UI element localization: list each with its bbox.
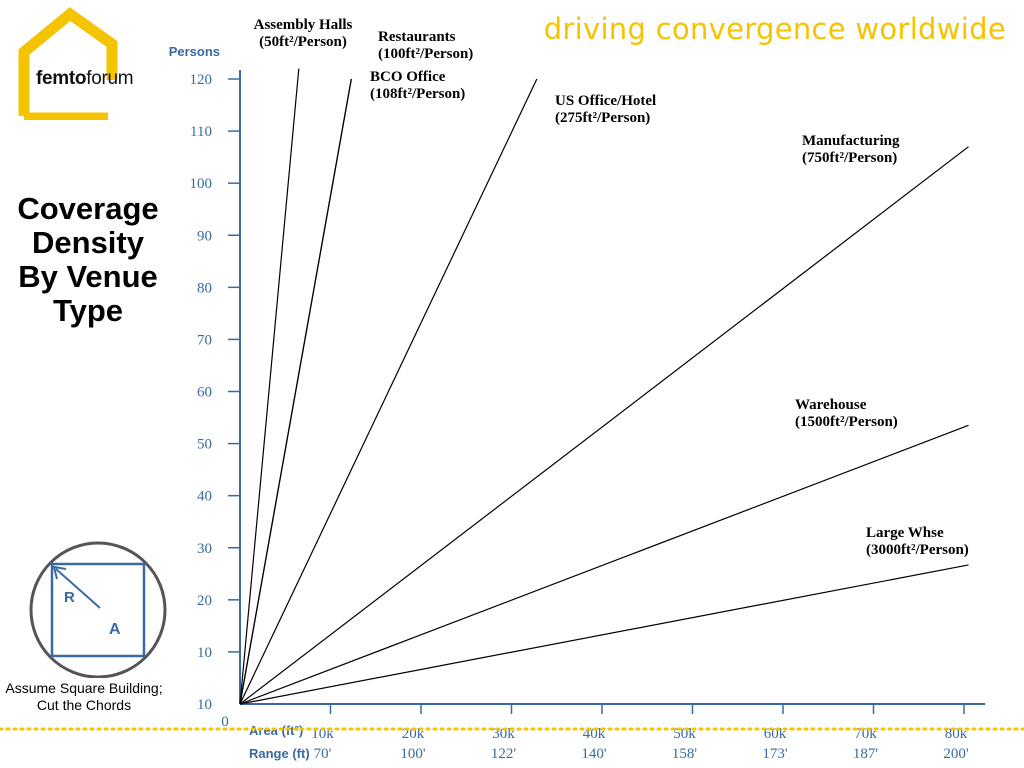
y-tick-label: 30 xyxy=(197,541,212,557)
y-tick-label: 90 xyxy=(197,228,212,244)
x-axis-title: Area (ft²) xyxy=(249,723,303,738)
series-label-line2: (108ft²/Person) xyxy=(370,86,465,102)
logo-wordmark: femtoforum xyxy=(36,68,134,90)
x-range-label: 173' xyxy=(762,746,788,762)
diagram-caption: Assume Square Building; Cut the Chords xyxy=(5,680,163,713)
radius-arrow xyxy=(55,568,101,609)
y-axis-title: Persons xyxy=(169,44,220,59)
femtoforum-logo xyxy=(18,7,118,120)
series-label-line2: (1500ft²/Person) xyxy=(795,414,898,430)
x-range-label: 140' xyxy=(581,746,607,762)
house-icon xyxy=(18,7,118,120)
x-origin-label: 0 xyxy=(221,714,229,730)
y-tick-label: 120 xyxy=(190,72,213,88)
y-tick-label: 80 xyxy=(197,280,212,296)
series-line-2 xyxy=(239,78,352,705)
series-label-line2: (750ft²/Person) xyxy=(802,150,897,166)
x-range-label: 70' xyxy=(314,746,332,762)
series-label-line1: Warehouse xyxy=(795,397,867,413)
series-line-0 xyxy=(239,68,300,705)
area-label: A xyxy=(109,621,121,638)
series-line-5 xyxy=(239,424,969,705)
series-label-line2: (275ft²/Person) xyxy=(555,110,650,126)
y-tick-label: 70 xyxy=(197,332,212,348)
radius-label: R xyxy=(64,589,75,606)
y-tick-label: 60 xyxy=(197,385,212,401)
x-range-label: 158' xyxy=(672,746,698,762)
series-line-6 xyxy=(239,564,969,705)
x-axis-secondary-title: Range (ft) xyxy=(249,746,310,761)
y-tick-label: 50 xyxy=(197,437,212,453)
series-label-line1: Restaurants xyxy=(378,29,456,45)
building-square xyxy=(50,562,146,658)
tagline: driving convergence worldwide xyxy=(543,12,1006,46)
logo-brand-bold: femto xyxy=(36,68,87,89)
x-range-label: 187' xyxy=(853,746,879,762)
x-range-label: 100' xyxy=(400,746,426,762)
series-label-line1: US Office/Hotel xyxy=(555,93,656,109)
series-label-line1: Large Whse xyxy=(866,525,944,541)
page-title: Coverage Density By Venue Type xyxy=(17,191,159,328)
coverage-circle xyxy=(29,541,167,678)
series-label-line1: BCO Office xyxy=(370,69,446,85)
series-line-4 xyxy=(239,146,969,705)
y-origin-label: 10 xyxy=(197,697,212,713)
y-tick-label: 40 xyxy=(197,489,212,505)
series-label-line2: (100ft²/Person) xyxy=(378,46,473,62)
logo-brand-regular: forum xyxy=(86,68,134,89)
x-range-label: 200' xyxy=(943,746,969,762)
x-range-label: 122' xyxy=(491,746,517,762)
series-label-line2: (50ft²/Person) xyxy=(259,34,347,50)
y-tick-label: 100 xyxy=(190,176,213,192)
series-label-line1: Manufacturing xyxy=(802,133,900,149)
y-tick-label: 110 xyxy=(190,124,212,140)
series-label-line1: Assembly Halls xyxy=(254,17,353,33)
arrow-head-icon xyxy=(52,565,67,580)
series-line-3 xyxy=(239,78,538,705)
y-tick-label: 10 xyxy=(197,645,212,661)
square-building-diagram: R A xyxy=(29,541,167,678)
y-tick-label: 20 xyxy=(197,593,212,609)
series-label-line2: (3000ft²/Person) xyxy=(866,542,969,558)
